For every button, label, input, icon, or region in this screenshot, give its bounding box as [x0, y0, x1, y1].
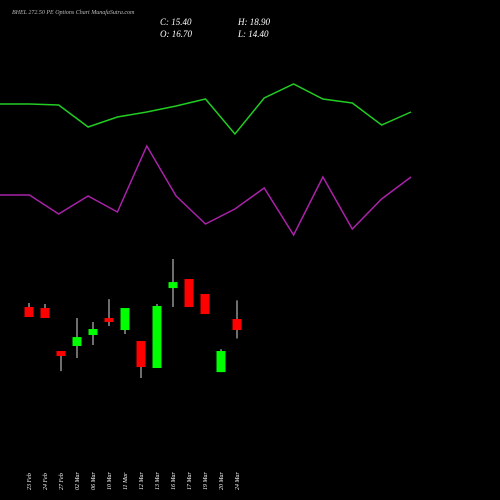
- x-tick-label: 19 Mar: [203, 472, 209, 490]
- x-tick-label: 20 Mar: [219, 472, 225, 490]
- candle-body: [216, 351, 226, 373]
- x-tick-label: 17 Mar: [187, 472, 193, 490]
- candle-body: [88, 329, 98, 336]
- indicator-line: [0, 83, 412, 136]
- candle-body: [136, 341, 146, 368]
- x-tick-label: 16 Mar: [171, 472, 177, 490]
- candle-body: [184, 279, 194, 308]
- candle-body: [72, 337, 82, 347]
- indicator-line: [0, 144, 412, 237]
- low-label: L: 14.40: [237, 29, 269, 39]
- close-label: C: 15.40: [160, 17, 192, 27]
- x-tick-label: 24 Mar: [234, 472, 241, 490]
- high-label: H: 18.90: [237, 17, 270, 27]
- candle-body: [56, 351, 66, 357]
- open-label: O: 16.70: [160, 29, 192, 39]
- candle-body: [200, 293, 210, 315]
- x-tick-label: 27 Feb: [59, 473, 65, 490]
- chart-title: BHEL 272.50 PE Options Chart MunafaSutra…: [12, 9, 135, 16]
- x-tick-label: 11 Mar: [123, 472, 129, 490]
- x-tick-label: 24 Feb: [42, 473, 49, 490]
- candle-body: [120, 308, 130, 331]
- x-tick-label: 10 Mar: [107, 472, 113, 490]
- candle-body: [152, 306, 162, 369]
- x-tick-label: 06 Mar: [91, 472, 97, 490]
- candle-body: [168, 282, 178, 289]
- candle-body: [232, 319, 242, 331]
- candle-body: [40, 308, 50, 319]
- candle-body: [104, 318, 114, 322]
- x-tick-label: 13 Mar: [155, 472, 161, 490]
- candle-body: [24, 307, 34, 318]
- x-tick-label: 12 Mar: [139, 472, 145, 490]
- x-tick-label: 02 Mar: [75, 472, 81, 490]
- x-tick-label: 23 Feb: [27, 473, 33, 490]
